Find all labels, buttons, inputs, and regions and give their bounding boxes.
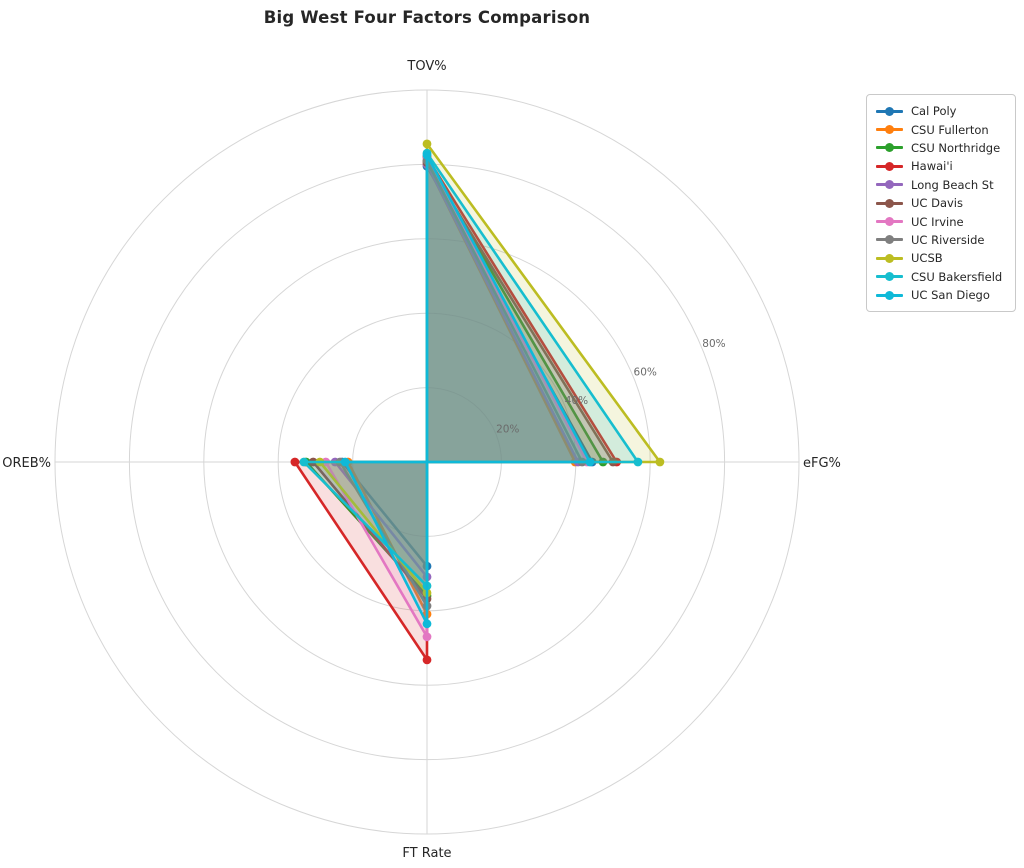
series-fill <box>306 160 603 596</box>
chart-title: Big West Four Factors Comparison <box>263 8 591 27</box>
axis-label-efg: eFG% <box>803 456 841 471</box>
legend-item-hawai-i: Hawai'i <box>876 157 1006 175</box>
data-point <box>422 632 432 642</box>
radial-tick-label: 80% <box>702 338 725 350</box>
legend-item-uc-irvine: UC Irvine <box>876 212 1006 230</box>
data-point <box>340 457 350 467</box>
series-fill <box>303 153 638 586</box>
legend-item-ucsb: UCSB <box>876 249 1006 267</box>
series-fill <box>319 143 660 593</box>
radial-tick-label: 20% <box>496 424 519 436</box>
legend-item-csu-northridge: CSU Northridge <box>876 139 1006 157</box>
legend-label: Cal Poly <box>911 104 957 119</box>
series-fill <box>348 164 576 615</box>
legend-marker-icon <box>876 253 903 263</box>
data-point <box>633 457 643 467</box>
legend: Cal Poly CSU Fullerton CSU Northridge Hawai… <box>866 94 1016 313</box>
legend-label: UC Davis <box>911 196 963 211</box>
legend-marker-icon <box>876 198 903 208</box>
radial-tick-label: 60% <box>634 367 657 379</box>
legend-label: Long Beach St <box>911 177 994 192</box>
series-fill <box>345 155 590 624</box>
legend-label: UC Irvine <box>911 214 964 229</box>
data-point <box>655 457 665 467</box>
legend-item-uc-san-diego: UC San Diego <box>876 286 1006 304</box>
legend-marker-icon <box>876 217 903 227</box>
axis-label-ftrate: FT Rate <box>402 846 451 861</box>
series-fill <box>340 160 583 606</box>
data-point <box>585 457 595 467</box>
axis-label-tov: TOV% <box>406 59 446 74</box>
series-fill <box>313 162 613 599</box>
data-point <box>422 655 432 665</box>
series-fill <box>335 164 578 577</box>
series-fill <box>325 158 587 637</box>
data-point <box>290 457 300 467</box>
legend-label: UC San Diego <box>911 288 990 303</box>
axis-label-oreb: OREB% <box>2 456 51 471</box>
legend-marker-icon <box>876 125 903 135</box>
legend-label: Hawai'i <box>911 159 953 174</box>
data-point <box>299 457 309 467</box>
legend-item-uc-davis: UC Davis <box>876 194 1006 212</box>
legend-marker-icon <box>876 272 903 282</box>
radial-tick-label: 40% <box>565 395 588 407</box>
data-point <box>422 619 432 629</box>
legend-item-uc-riverside: UC Riverside <box>876 231 1006 249</box>
legend-marker-icon <box>876 143 903 153</box>
legend-item-long-beach-st: Long Beach St <box>876 176 1006 194</box>
legend-item-csu-bakersfield: CSU Bakersfield <box>876 268 1006 286</box>
data-point <box>422 150 432 160</box>
legend-item-cal-poly: Cal Poly <box>876 102 1006 120</box>
data-point <box>422 139 432 149</box>
legend-marker-icon <box>876 235 903 245</box>
legend-marker-icon <box>876 161 903 171</box>
legend-marker-icon <box>876 180 903 190</box>
legend-marker-icon <box>876 290 903 300</box>
series-fill <box>342 166 593 567</box>
legend-label: CSU Northridge <box>911 140 1001 155</box>
legend-label: UC Riverside <box>911 232 985 247</box>
legend-item-csu-fullerton: CSU Fullerton <box>876 120 1006 138</box>
legend-label: CSU Bakersfield <box>911 269 1003 284</box>
legend-label: CSU Fullerton <box>911 122 989 137</box>
legend-label: UCSB <box>911 251 943 266</box>
legend-marker-icon <box>876 106 903 116</box>
